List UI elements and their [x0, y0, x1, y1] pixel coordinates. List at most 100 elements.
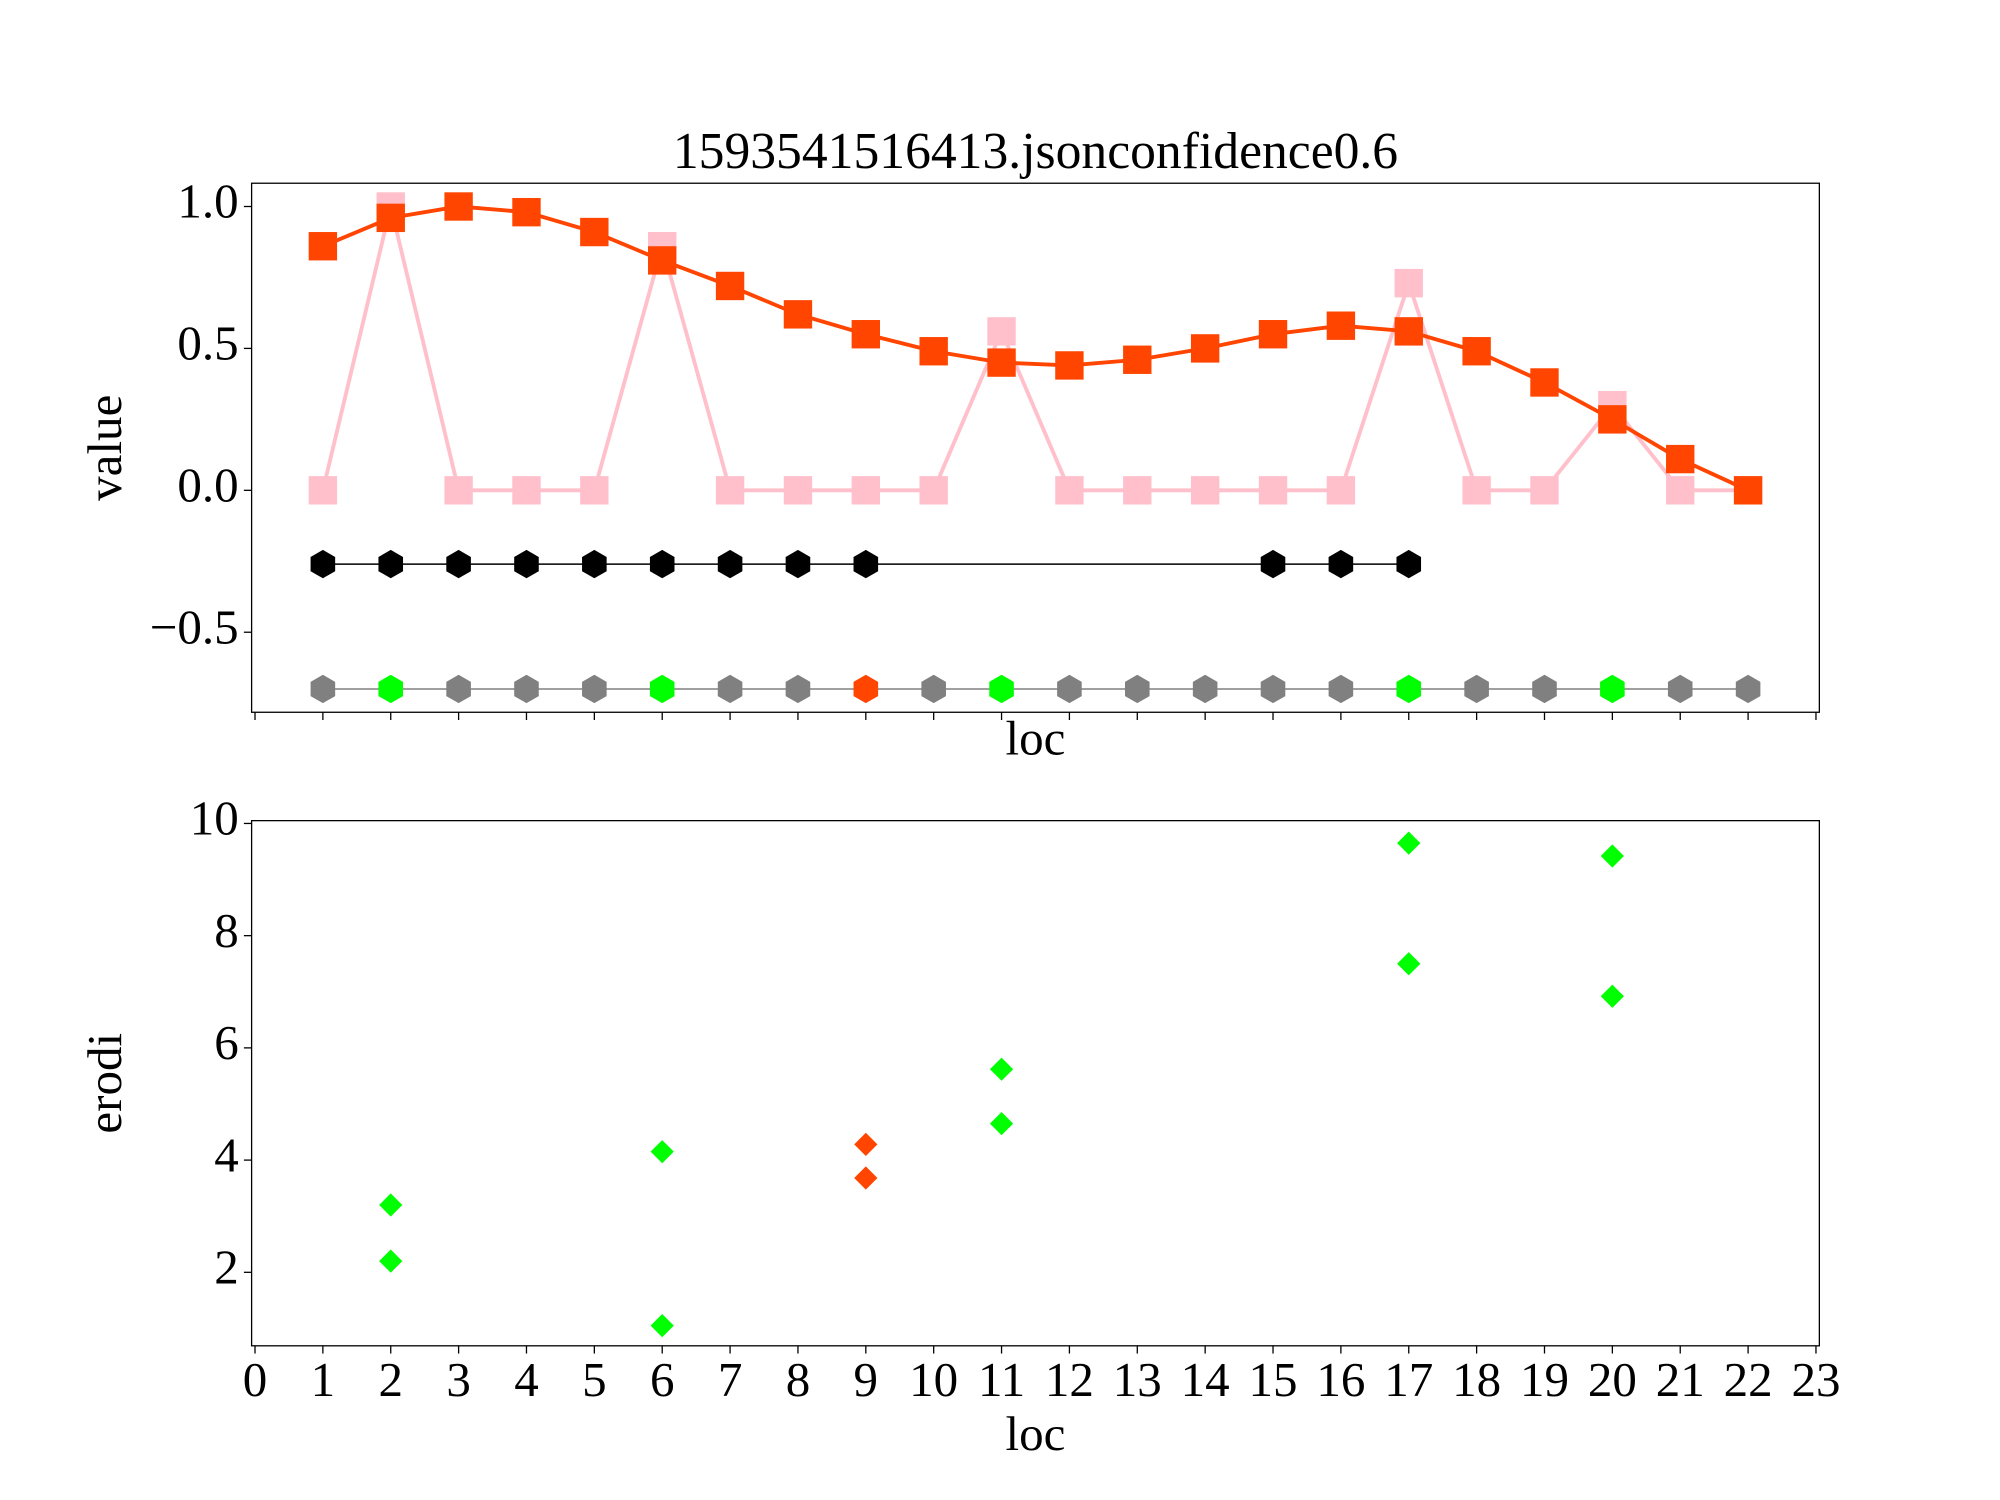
- square-marker: [1123, 476, 1152, 505]
- diamond-marker: [1397, 831, 1421, 855]
- square-marker: [580, 476, 609, 505]
- y-tick-label: 2: [214, 1240, 239, 1295]
- square-marker: [1326, 311, 1356, 340]
- x-tick-label: 15: [1249, 1352, 1298, 1407]
- x-tick-label: 11: [978, 1352, 1025, 1407]
- diamond-marker: [989, 1057, 1014, 1081]
- hexagon-marker: [989, 674, 1014, 704]
- diamond-marker: [650, 1313, 674, 1338]
- square-marker: [444, 476, 473, 505]
- y-axis-label: erodi: [77, 1033, 132, 1134]
- x-tick-label: 7: [718, 1352, 743, 1407]
- x-tick-label: 13: [1113, 1352, 1162, 1407]
- x-tick-label: 23: [1791, 1352, 1840, 1407]
- hexagon-marker: [1600, 674, 1625, 704]
- hexagon-marker: [785, 674, 811, 704]
- series-line: [322, 204, 1749, 493]
- square-marker: [1123, 345, 1152, 374]
- y-tick-label: 10: [190, 791, 239, 846]
- square-marker: [580, 217, 609, 247]
- square-marker: [715, 476, 745, 505]
- square-marker: [715, 271, 745, 301]
- hexagon-marker: [1124, 674, 1150, 704]
- hexagon-marker: [1260, 549, 1286, 579]
- x-tick-label: 18: [1452, 1352, 1501, 1407]
- x-tick-label: 19: [1520, 1352, 1569, 1407]
- y-tick-label: 4: [214, 1127, 239, 1182]
- hexagon-marker: [1396, 674, 1422, 704]
- square-marker: [1394, 268, 1423, 298]
- series-line: [320, 206, 1749, 493]
- square-marker: [783, 476, 813, 505]
- square-marker: [308, 232, 338, 261]
- chart-title: 1593541516413.jsonconfidence0.6: [673, 123, 1398, 180]
- hexagon-marker: [921, 674, 946, 704]
- hexagon-marker: [717, 674, 743, 704]
- x-tick-label: 14: [1181, 1352, 1230, 1407]
- diamond-marker: [1397, 952, 1421, 976]
- diamond-marker: [379, 1193, 403, 1217]
- x-tick-label: 9: [854, 1352, 879, 1407]
- square-marker: [648, 246, 677, 275]
- x-tick-label: 12: [1045, 1352, 1094, 1407]
- square-marker: [1733, 476, 1763, 505]
- x-tick-label: 1: [311, 1352, 336, 1407]
- y-tick-label: 1.0: [177, 174, 238, 229]
- x-tick-label: 3: [446, 1352, 471, 1407]
- x-tick-label: 10: [909, 1352, 958, 1407]
- square-marker: [1462, 337, 1491, 366]
- hexagon-marker: [446, 549, 471, 579]
- hexagon-marker: [1328, 549, 1354, 579]
- square-marker: [987, 317, 1016, 346]
- x-tick-label: 8: [786, 1352, 811, 1407]
- x-tick-label: 21: [1656, 1352, 1705, 1407]
- hexagon-marker: [1396, 549, 1422, 579]
- hexagon-marker: [1735, 674, 1761, 704]
- square-marker: [919, 476, 948, 505]
- square-marker: [1055, 476, 1084, 505]
- x-tick-label: 5: [582, 1352, 607, 1407]
- square-marker: [1598, 405, 1627, 434]
- diamond-marker: [1600, 844, 1624, 868]
- hexagon-marker: [582, 549, 607, 579]
- x-tick-label: 6: [650, 1352, 675, 1407]
- square-marker: [512, 476, 541, 505]
- hexagon-marker: [649, 674, 675, 704]
- hexagon-marker: [853, 549, 879, 579]
- y-tick-label: 6: [214, 1015, 239, 1070]
- hexagon-marker: [582, 674, 607, 704]
- square-marker: [919, 337, 948, 366]
- y-tick-label: 0.5: [177, 316, 238, 371]
- x-tick-label: 4: [514, 1352, 539, 1407]
- hexagon-marker: [1532, 674, 1557, 704]
- square-marker: [1258, 476, 1288, 505]
- square-marker: [851, 320, 881, 349]
- plot-frame: [250, 820, 1820, 1347]
- diamond-marker: [379, 1249, 403, 1273]
- hexagon-marker: [717, 549, 743, 579]
- square-marker: [1190, 476, 1220, 505]
- hexagon-marker: [310, 674, 336, 704]
- x-tick-label: 17: [1384, 1352, 1433, 1407]
- square-marker: [512, 197, 541, 227]
- y-tick-label: −0.5: [150, 599, 239, 654]
- hexagon-marker: [310, 549, 336, 579]
- x-tick-label: 0: [243, 1352, 268, 1407]
- square-marker: [1326, 476, 1356, 505]
- square-marker: [1258, 320, 1288, 349]
- x-tick-label: 22: [1724, 1352, 1773, 1407]
- diamond-marker: [989, 1112, 1014, 1136]
- square-marker: [783, 300, 813, 329]
- y-axis-label: value: [77, 395, 132, 501]
- diamond-marker: [650, 1140, 674, 1164]
- hexagon-marker: [1328, 674, 1354, 704]
- x-tick-label: 16: [1316, 1352, 1365, 1407]
- square-marker: [1666, 444, 1695, 474]
- hexagon-marker: [514, 674, 539, 704]
- hexagon-marker: [378, 674, 404, 704]
- hexagon-marker: [378, 549, 404, 579]
- hexagon-marker: [785, 549, 811, 579]
- hexagon-marker: [1667, 674, 1693, 704]
- x-tick-label: 2: [378, 1352, 403, 1407]
- square-marker: [1530, 476, 1559, 505]
